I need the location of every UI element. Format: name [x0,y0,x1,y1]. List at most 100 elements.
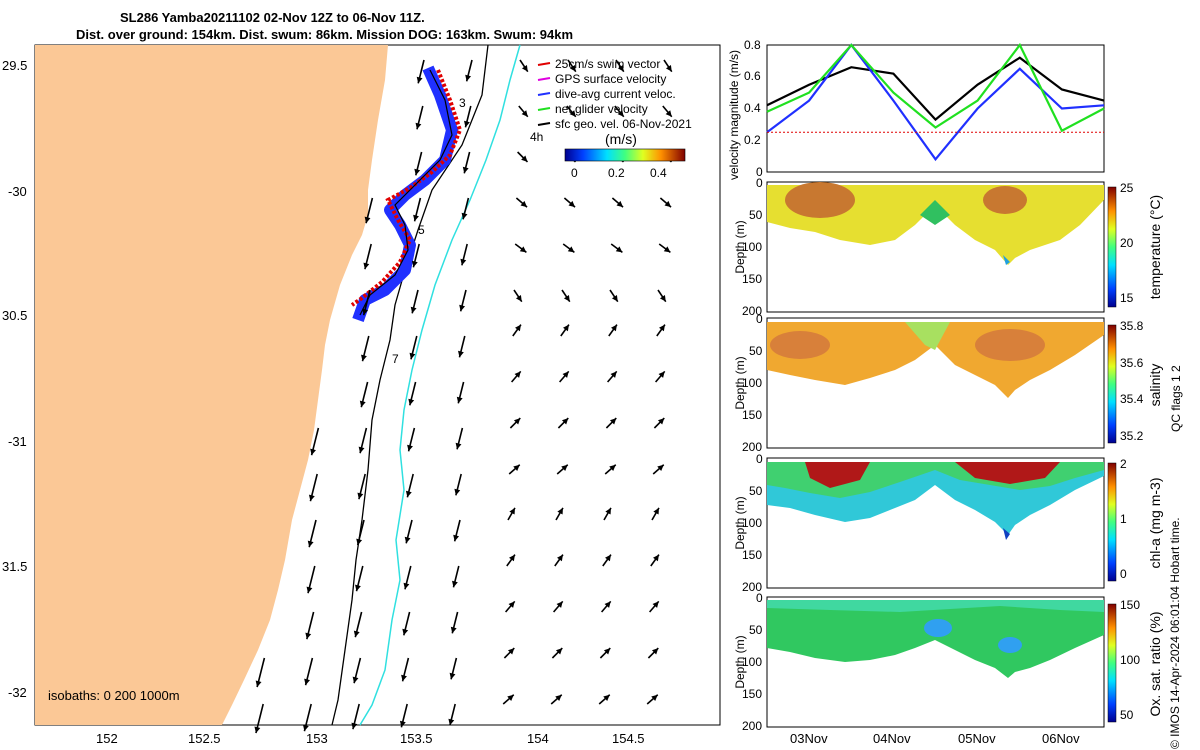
velocity-arrow-head [402,628,409,636]
velocity-arrow-head [452,580,458,588]
velocity-arrow-head [557,507,563,515]
velocity-ylabel: velocity magnitude (m/s) [727,49,741,180]
velocity-arrow-head [405,490,412,498]
velocity-arrow-head [652,601,659,608]
chart-title-line2: Dist. over ground: 154km. Dist. swum: 86… [76,27,574,42]
velocity-arrow-head [310,448,316,456]
depth-tick: 150 [742,548,763,562]
isobath-1000 [359,44,521,726]
velocity-arrow-head [508,601,515,608]
velocity-ytick-0: 0 [756,165,763,179]
map-colorbar-tick-2: 0.4 [650,166,667,180]
velocity-arrow-head [651,648,659,655]
velocity-arrow-head [413,214,419,222]
map-panel [34,44,721,734]
surface-velocity-arrows [254,59,673,734]
lat-tick-0: 29.5 [2,58,28,73]
velocity-arrow-head [403,582,410,590]
velocity-arrow-head [461,212,468,220]
velocity-arrow-head [567,246,575,253]
depth-tick: 50 [749,344,763,358]
velocity-arrow-head [651,694,658,701]
velocity-ytick-2: 0.4 [744,101,761,115]
velocity-arrow-head [657,418,665,425]
cbar-tick-salinity: 35.2 [1120,429,1144,443]
velocity-arrow-head [416,76,423,84]
oxygen-section [766,596,1105,728]
map-colorbar-tick-0: 0 [571,166,578,180]
velocity-ytick-3: 0.6 [744,69,761,83]
lat-tick-1: -30 [8,184,27,199]
velocity-arrow-head [603,648,611,655]
velocity-arrow-head [306,586,313,594]
velocity-arrow-head [521,155,528,162]
glider-track-blue [352,65,458,322]
velocity-arrow-head [404,536,411,544]
velocity-arrow-head [401,674,407,682]
velocity-arrow-head [515,294,522,302]
cbar-tick-temperature: 15 [1120,291,1134,305]
velocity-arrow-head [562,371,569,378]
cbar-tick-oxygen: 100 [1120,653,1141,667]
velocity-arrow-head [616,200,624,208]
lon-tick-2: 153 [306,731,328,746]
legend-item-swim: 25cm/s swim vector [555,57,661,71]
track-label-4h: 4h [530,130,544,144]
velocity-arrow-head [665,64,672,72]
velocity-arrow-head [465,74,472,82]
velocity-arrow-head [610,371,617,378]
cbar-tick-oxygen: 150 [1120,598,1141,612]
lat-tick-2: 30.5 [2,308,28,323]
velocity-arrow-head [462,166,469,174]
lat-tick-5: -32 [8,685,27,700]
velocity-arrow-head [305,632,312,640]
velocity-arrow-head [364,216,371,224]
velocity-arrow-head [520,200,528,208]
velocity-arrow-head [458,350,464,358]
velocity-arrow-head [521,110,528,117]
track-label-3: 3 [459,96,466,110]
cbar-label-chlorophyll: chl-a (mg m-3) [1147,477,1163,569]
velocity-arrow-head [507,648,515,655]
cbar-label-oxygen: Ox. sat. ratio (%) [1147,611,1163,717]
velocity-series-2 [766,42,1105,133]
cbar-label-temperature: temperature (°C) [1147,194,1163,300]
velocity-arrow-head [255,680,262,688]
velocity-arrow-head [351,722,358,730]
velocity-arrow-head [453,534,460,542]
depth-tick: 200 [742,440,763,454]
depth-tick: 0 [756,452,763,466]
velocity-arrow-head [448,718,455,726]
salinity-section [766,317,1105,449]
legend-item-gps: GPS surface velocity [555,72,667,86]
velocity-arrow-head [455,442,462,450]
velocity-arrow-head [302,724,309,732]
chlorophyll-section [766,457,1105,589]
velocity-arrow-head [569,110,576,117]
velocity-arrow-head [352,676,359,684]
velocity-arrow-head [603,694,610,701]
velocity-arrow-head [568,200,576,208]
cbar-tick-chlorophyll: 1 [1120,512,1127,526]
cbar-tick-salinity: 35.6 [1120,355,1144,370]
lon-tick-3: 153.5 [400,731,433,746]
glider-track-black [359,69,453,316]
velocity-arrow-head [513,464,520,471]
time-tick-3: 06Nov [1042,731,1080,746]
velocity-arrow-head [410,306,417,314]
track-label-5: 5 [418,223,425,237]
velocity-arrow-head [355,584,361,592]
velocity-arrow-head [507,694,514,701]
velocity-arrow-head [611,324,617,332]
velocity-arrow-head [415,122,422,130]
velocity-arrow-head [657,464,664,471]
velocity-arrow-head [515,324,521,332]
depth-tick: 150 [742,687,763,701]
velocity-arrow-head [604,601,611,608]
velocity-arrow-head [307,540,314,548]
lon-tick-1: 152.5 [188,731,221,746]
velocity-arrow-head [659,324,665,332]
lon-tick-0: 152 [96,731,118,746]
velocity-arrow-head [563,294,570,302]
velocity-arrow-head [411,260,418,268]
